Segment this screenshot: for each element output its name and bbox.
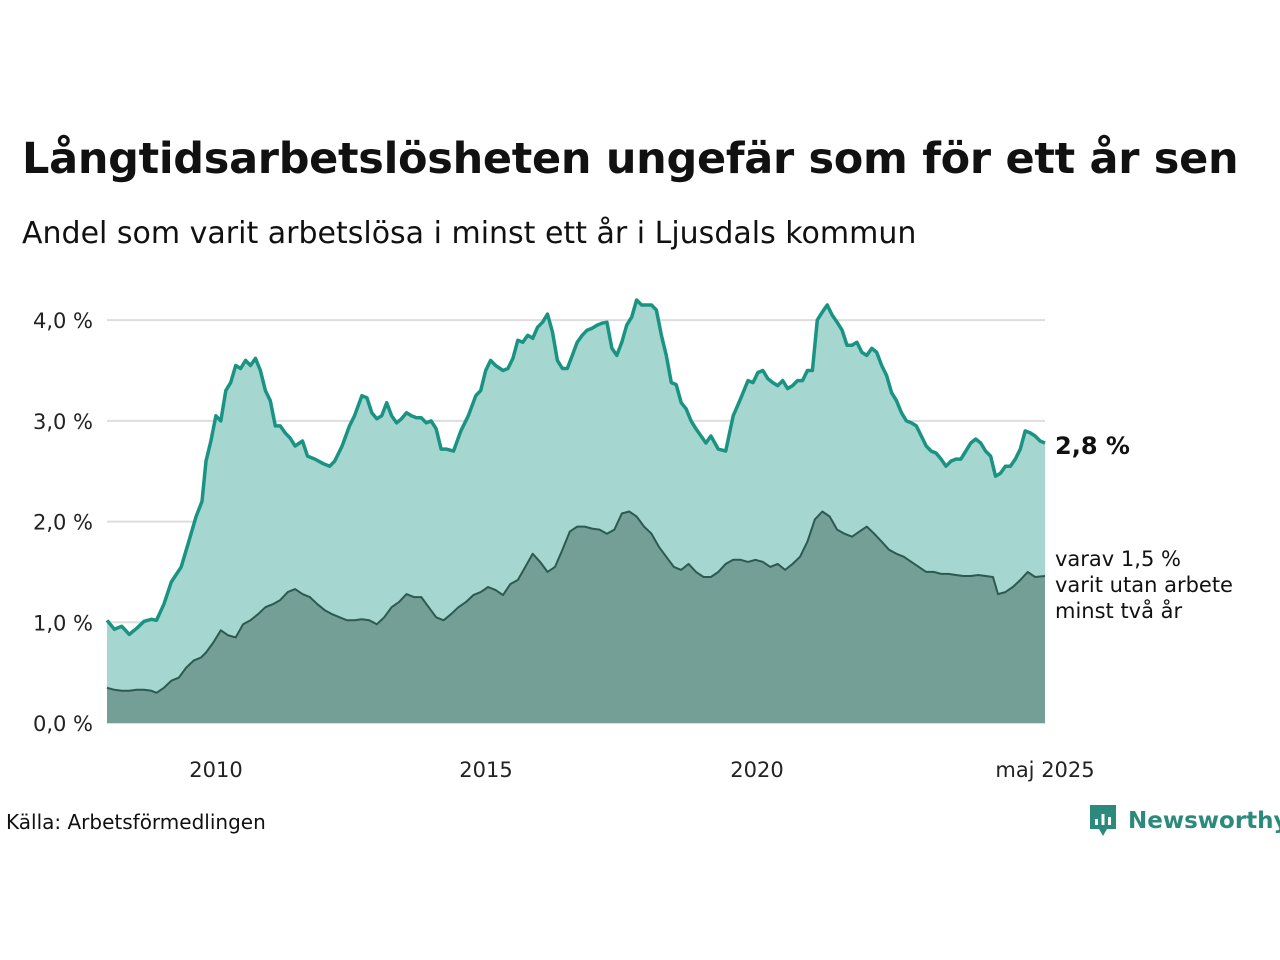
brand-name: Newsworthy [1128, 808, 1280, 834]
series-line-total [105, 298, 1046, 637]
y-tick-label: 2,0 % [33, 511, 93, 535]
x-tick-label: 2010 [189, 758, 242, 782]
y-tick-label: 0,0 % [33, 712, 93, 736]
plot-areas [105, 298, 1046, 723]
series-line-long [106, 510, 1046, 694]
y-tick-label: 1,0 % [33, 611, 93, 635]
y-tick-label: 4,0 % [33, 309, 93, 333]
x-tick-label: 2015 [459, 758, 512, 782]
x-tick-label: 2020 [730, 758, 783, 782]
x-axis-ticks: 2010 2015 2020 maj 2025 [189, 758, 1094, 782]
source-note: Källa: Arbetsförmedlingen [6, 810, 266, 834]
brand-logo: Newsworthy [1088, 803, 1280, 839]
sub-label-line-1: varav 1,5 % [1055, 547, 1181, 571]
x-tick-label: maj 2025 [995, 758, 1094, 782]
end-value-label: 2,8 % [1055, 432, 1130, 460]
series-area-long [107, 511, 1045, 723]
chart-subtitle: Andel som varit arbetslösa i minst ett å… [22, 216, 917, 251]
area-chart: 0,0 % 1,0 % 2,0 % 3,0 % 4,0 % 2010 2015 2020 ma… [33, 298, 1233, 782]
y-tick-label: 3,0 % [33, 410, 93, 434]
y-axis-ticks: 0,0 % 1,0 % 2,0 % 3,0 % 4,0 % [33, 309, 93, 736]
sub-label-line-2: varit utan arbete [1055, 573, 1233, 597]
chart-title: Långtidsarbetslösheten ungefär som för e… [22, 134, 1239, 184]
newsworthy-logo-icon [1090, 805, 1116, 836]
sub-label-line-3: minst två år [1055, 598, 1183, 623]
